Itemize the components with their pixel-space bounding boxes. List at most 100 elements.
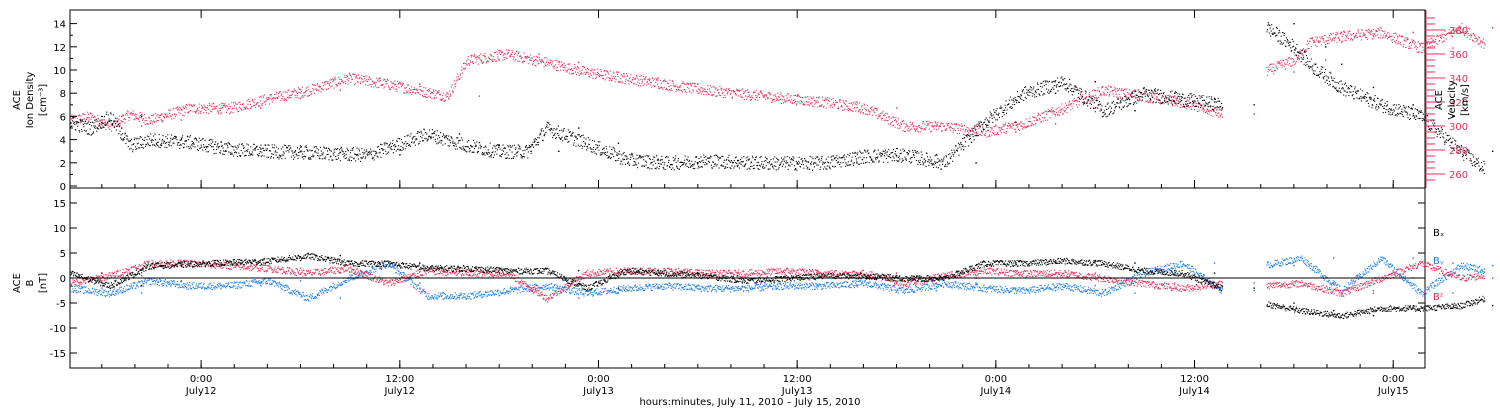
velocity-sample	[317, 86, 320, 88]
ion-density-sample	[936, 154, 938, 156]
velocity-sample	[378, 77, 381, 80]
ion-density-sample	[419, 140, 421, 142]
velocity-sample	[530, 57, 532, 59]
velocity-sample	[757, 99, 759, 101]
ion-density-sample	[695, 157, 697, 159]
ion-density-sample	[731, 161, 733, 163]
velocity-sample	[112, 125, 114, 127]
velocity-sample	[248, 108, 250, 110]
ion-density-sample	[924, 160, 927, 162]
ion-density-sample	[130, 148, 132, 150]
velocity-sample	[356, 75, 358, 77]
velocity-sample	[142, 119, 144, 121]
velocity-sample	[974, 126, 976, 128]
velocity-sample	[483, 54, 485, 56]
velocity-sample	[199, 103, 201, 105]
ion-density-sample	[850, 164, 852, 166]
ion-density-sample	[169, 142, 171, 144]
ion-density-sample	[926, 156, 928, 158]
velocity-sample	[1354, 37, 1356, 39]
ion-density-sample	[578, 134, 580, 136]
velocity-sample	[111, 130, 113, 132]
velocity-sample	[938, 125, 940, 127]
ion-density-sample	[642, 156, 644, 158]
velocity-sample	[382, 79, 384, 81]
velocity-sample	[929, 121, 931, 123]
velocity-sample	[1032, 116, 1034, 118]
velocity-sample	[660, 82, 662, 84]
ion-density-sample	[560, 137, 562, 139]
ion-density-sample	[387, 146, 389, 148]
velocity-sample	[243, 109, 245, 111]
velocity-sample	[523, 60, 526, 62]
velocity-sample	[747, 89, 749, 91]
velocity-sample	[816, 100, 818, 102]
velocity-sample	[1114, 86, 1116, 88]
velocity-sample	[326, 81, 328, 83]
ion-density-sample	[793, 157, 795, 159]
ion-density-sample	[634, 161, 636, 163]
velocity-sample	[406, 91, 408, 94]
ion-density-sample	[621, 163, 623, 165]
ion-density-sample	[856, 154, 858, 156]
velocity-sample	[83, 118, 85, 120]
velocity-sample	[781, 99, 784, 101]
velocity-sample	[860, 112, 862, 114]
velocity-sample	[1049, 110, 1051, 113]
ion-density-sample	[902, 160, 904, 162]
velocity-sample	[782, 96, 784, 98]
velocity-sample	[480, 53, 482, 55]
ion-density-sample	[287, 149, 289, 152]
velocity-point	[1325, 59, 1327, 61]
velocity-sample	[182, 105, 184, 107]
velocity-sample	[414, 92, 416, 95]
velocity-sample	[1210, 104, 1212, 107]
velocity-sample	[376, 77, 378, 79]
ion-density-sample	[884, 152, 886, 155]
ion-density-sample	[604, 152, 606, 154]
velocity-sample	[345, 83, 347, 85]
velocity-sample	[1187, 106, 1189, 108]
ion-density-sample	[725, 167, 727, 169]
velocity-sample	[445, 96, 447, 98]
velocity-sample	[760, 90, 762, 92]
ion-density-point	[558, 150, 560, 152]
ion-density-sample	[303, 151, 305, 153]
velocity-sample	[350, 76, 352, 78]
velocity-sample	[435, 97, 437, 99]
velocity-sample	[250, 108, 252, 110]
ion-density-sample	[966, 136, 968, 138]
ion-density-sample	[465, 150, 467, 152]
velocity-sample	[815, 102, 817, 104]
ion-density-sample	[893, 157, 895, 159]
ion-density-sample	[599, 154, 601, 156]
ion-density-sample	[755, 156, 757, 158]
velocity-sample	[1019, 121, 1021, 123]
velocity-sample	[750, 98, 753, 101]
velocity-sample	[1376, 30, 1378, 33]
ion-density-sample	[270, 156, 272, 158]
ion-density-sample	[152, 135, 155, 137]
ion-density-sample	[435, 134, 437, 136]
velocity-sample	[799, 103, 801, 105]
ion-density-sample	[632, 164, 634, 166]
velocity-sample	[638, 79, 640, 81]
ion-density-sample	[517, 151, 519, 153]
velocity-sample	[630, 82, 632, 84]
ion-density-sample	[934, 162, 937, 165]
ion-density-sample	[563, 127, 565, 130]
velocity-sample	[296, 91, 298, 93]
velocity-sample	[865, 110, 867, 112]
velocity-sample	[1144, 93, 1146, 95]
velocity-sample	[1059, 111, 1062, 114]
velocity-sample	[1049, 117, 1051, 119]
ion-density-sample	[127, 146, 129, 148]
velocity-sample	[667, 82, 670, 84]
ion-density-sample	[400, 145, 402, 147]
velocity-sample	[732, 90, 734, 92]
ion-density-sample	[210, 138, 212, 140]
ion-density-sample	[337, 154, 339, 157]
velocity-sample	[344, 76, 346, 78]
velocity-sample	[695, 85, 697, 87]
ion-density-sample	[883, 161, 885, 163]
